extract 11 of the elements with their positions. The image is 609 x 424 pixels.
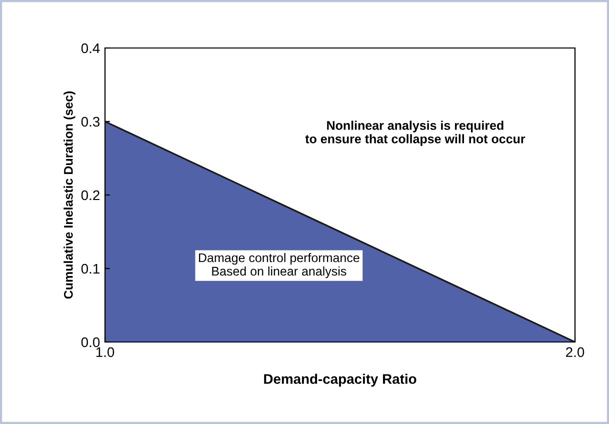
y-tick-label: 0.1 bbox=[81, 264, 100, 274]
y-tick-label: 0.3 bbox=[81, 116, 100, 127]
x-tick-label: 1.0 bbox=[96, 347, 114, 358]
y-axis-title: Cumulative Inelastic Duration (sec) bbox=[64, 91, 76, 299]
y-tick-label: 0.4 bbox=[81, 43, 100, 54]
y-tick-label: 0.2 bbox=[81, 190, 100, 200]
x-tick-label: 2.0 bbox=[566, 347, 584, 358]
annotation: Damage control performance Based on linear analysis bbox=[198, 253, 360, 278]
annotation: Nonlinear analysis is required to ensure that collapse will not occur bbox=[305, 120, 526, 146]
y-tick-label: 0.0 bbox=[81, 337, 100, 348]
x-axis-title: Demand-capacity Ratio bbox=[264, 374, 416, 387]
